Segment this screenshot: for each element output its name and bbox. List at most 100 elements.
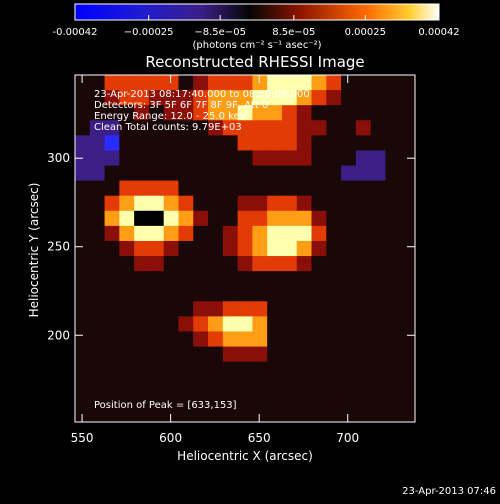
heatmap-cell: [385, 316, 401, 333]
heatmap-cell: [326, 346, 342, 363]
heatmap-cell: [119, 346, 135, 363]
heatmap-cell: [148, 346, 165, 363]
heatmap-cell: [119, 256, 135, 272]
heatmap-cell: [89, 105, 106, 121]
heatmap-cell: [134, 105, 150, 121]
colorbar-ticks: -0.00042 −0.00025 −8.5e−05 8.5e−05 0.00025 0.…: [53, 15, 460, 38]
heatmap-cell: [370, 90, 387, 106]
heatmap-cell: [178, 391, 194, 408]
heatmap-cell: [89, 256, 106, 272]
heatmap-cell: [237, 271, 253, 287]
heatmap-cell: [75, 180, 91, 197]
heatmap-cell: [75, 75, 91, 91]
heatmap-cell: [252, 406, 268, 423]
heatmap-cell: [400, 256, 416, 272]
heatmap-cell: [237, 376, 253, 393]
heatmap-cell: [311, 135, 327, 152]
heatmap-cell: [252, 346, 268, 363]
heatmap-cell: [281, 210, 298, 227]
heatmap-cell: [385, 361, 401, 378]
heatmap-cell: [267, 286, 283, 302]
y-tick-label: 250: [47, 240, 70, 254]
heatmap-cell: [222, 195, 239, 212]
heatmap-cell: [326, 391, 342, 408]
heatmap-cell: [119, 361, 135, 378]
heatmap-cell: [267, 165, 283, 182]
heatmap-cell: [296, 301, 313, 317]
heatmap-cell: [281, 240, 298, 257]
heatmap-cell: [341, 391, 357, 408]
heatmap-cell: [208, 150, 224, 167]
heatmap-cell: [163, 225, 180, 242]
heatmap-cell: [178, 120, 194, 136]
heatmap-cell: [385, 120, 401, 136]
heatmap-cell: [75, 90, 91, 106]
heatmap-cell: [119, 240, 135, 257]
heatmap-cell: [341, 361, 357, 378]
heatmap-cell: [326, 195, 342, 212]
colorbar-tick-label: 0.00042: [418, 27, 459, 38]
heatmap-cell: [267, 75, 283, 91]
heatmap-cell: [222, 301, 239, 317]
heatmap-cell: [385, 75, 401, 91]
heatmap-cell: [134, 120, 150, 136]
heatmap-cell: [148, 165, 165, 182]
heatmap-cell: [252, 150, 268, 167]
colorbar-tick-label: 8.5e−05: [272, 27, 315, 38]
heatmap-cell: [163, 135, 180, 152]
heatmap-cell: [311, 180, 327, 197]
heatmap-cell: [163, 316, 180, 333]
heatmap-cell: [400, 406, 416, 423]
heatmap-cell: [119, 301, 135, 317]
heatmap-cell: [208, 105, 224, 121]
heatmap-cell: [267, 391, 283, 408]
heatmap-cell: [252, 391, 268, 408]
heatmap-cell: [385, 105, 401, 121]
heatmap-cell: [134, 195, 150, 212]
heatmap-cell: [326, 90, 342, 106]
heatmap-cell: [75, 135, 91, 152]
heatmap-cell: [104, 120, 120, 136]
heatmap-cell: [370, 240, 387, 257]
heatmap-cell: [237, 361, 253, 378]
heatmap-cell: [148, 406, 165, 423]
heatmap-cell: [267, 331, 283, 348]
heatmap-cell: [355, 165, 372, 182]
x-axis-ticks: 550 600 650 700: [71, 75, 359, 445]
heatmap-cell: [163, 120, 180, 136]
heatmap-cell: [178, 361, 194, 378]
heatmap-cell: [148, 135, 165, 152]
heatmap-cell: [222, 225, 239, 242]
heatmap-cell: [311, 90, 327, 106]
heatmap-cell: [119, 120, 135, 136]
heatmap-cell: [237, 240, 253, 257]
heatmap-cell: [296, 210, 313, 227]
heatmap-cell: [75, 391, 91, 408]
heatmap-cell: [222, 120, 239, 136]
heatmap-cell: [104, 346, 120, 363]
x-axis-label: Heliocentric X (arcsec): [177, 449, 313, 463]
heatmap-cell: [355, 195, 372, 212]
heatmap-cell: [134, 75, 150, 91]
heatmap-cell: [355, 406, 372, 423]
heatmap-cell: [222, 150, 239, 167]
heatmap-cell: [400, 105, 416, 121]
heatmap-cell: [370, 180, 387, 197]
heatmap-cell: [134, 316, 150, 333]
heatmap-cell: [385, 406, 401, 423]
annotation-energy-range: Energy Range: 12.0 - 25.0 keV: [94, 111, 247, 122]
heatmap-cell: [193, 316, 209, 333]
heatmap-cell: [193, 210, 209, 227]
heatmap-cell: [400, 195, 416, 212]
heatmap-cell: [281, 331, 298, 348]
heatmap-cell: [237, 105, 253, 121]
heatmap-cell: [296, 286, 313, 302]
heatmap-cell: [75, 105, 91, 121]
heatmap-cell: [326, 135, 342, 152]
heatmap-cell: [370, 210, 387, 227]
colorbar: -0.00042 −0.00025 −8.5e−05 8.5e−05 0.00025 0.…: [53, 3, 460, 51]
heatmap-cell: [208, 135, 224, 152]
heatmap-cell: [134, 391, 150, 408]
heatmap-cell: [311, 301, 327, 317]
